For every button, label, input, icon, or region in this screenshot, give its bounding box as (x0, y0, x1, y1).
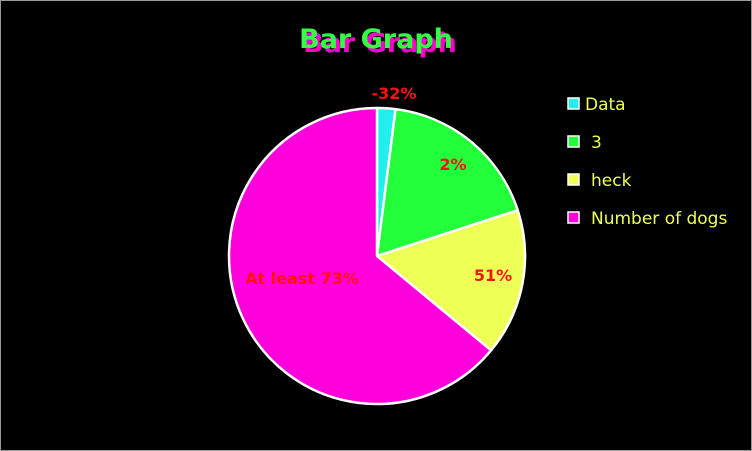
legend-swatch (567, 173, 580, 186)
pie-slice-number-of-dogs (227, 106, 493, 406)
chart-title: Bar Graph (299, 24, 453, 55)
legend-swatch (567, 211, 580, 224)
legend-label: Number of dogs (591, 209, 727, 229)
legend: Data 3 heck Number of dogs (567, 95, 727, 229)
legend-swatch (567, 135, 580, 148)
slice-label: -32% (372, 84, 417, 103)
slice-label: 2% (439, 155, 466, 174)
pie-slice-heck (375, 209, 527, 352)
slice-labels: -32% 2% 51% At least 73% (245, 84, 512, 288)
legend-label: heck (591, 171, 632, 191)
pie-slice-3 (375, 107, 520, 258)
legend-label: 3 (591, 133, 602, 153)
slice-label: At least 73% (245, 269, 359, 288)
legend-swatch (567, 97, 580, 110)
slice-label: 51% (474, 266, 512, 285)
chart-title-group: Bar Graph Bar Graph (299, 24, 457, 59)
pie-slices (227, 106, 527, 406)
legend-label: Data (585, 95, 626, 115)
chart-title-shadow: Bar Graph (303, 28, 457, 59)
